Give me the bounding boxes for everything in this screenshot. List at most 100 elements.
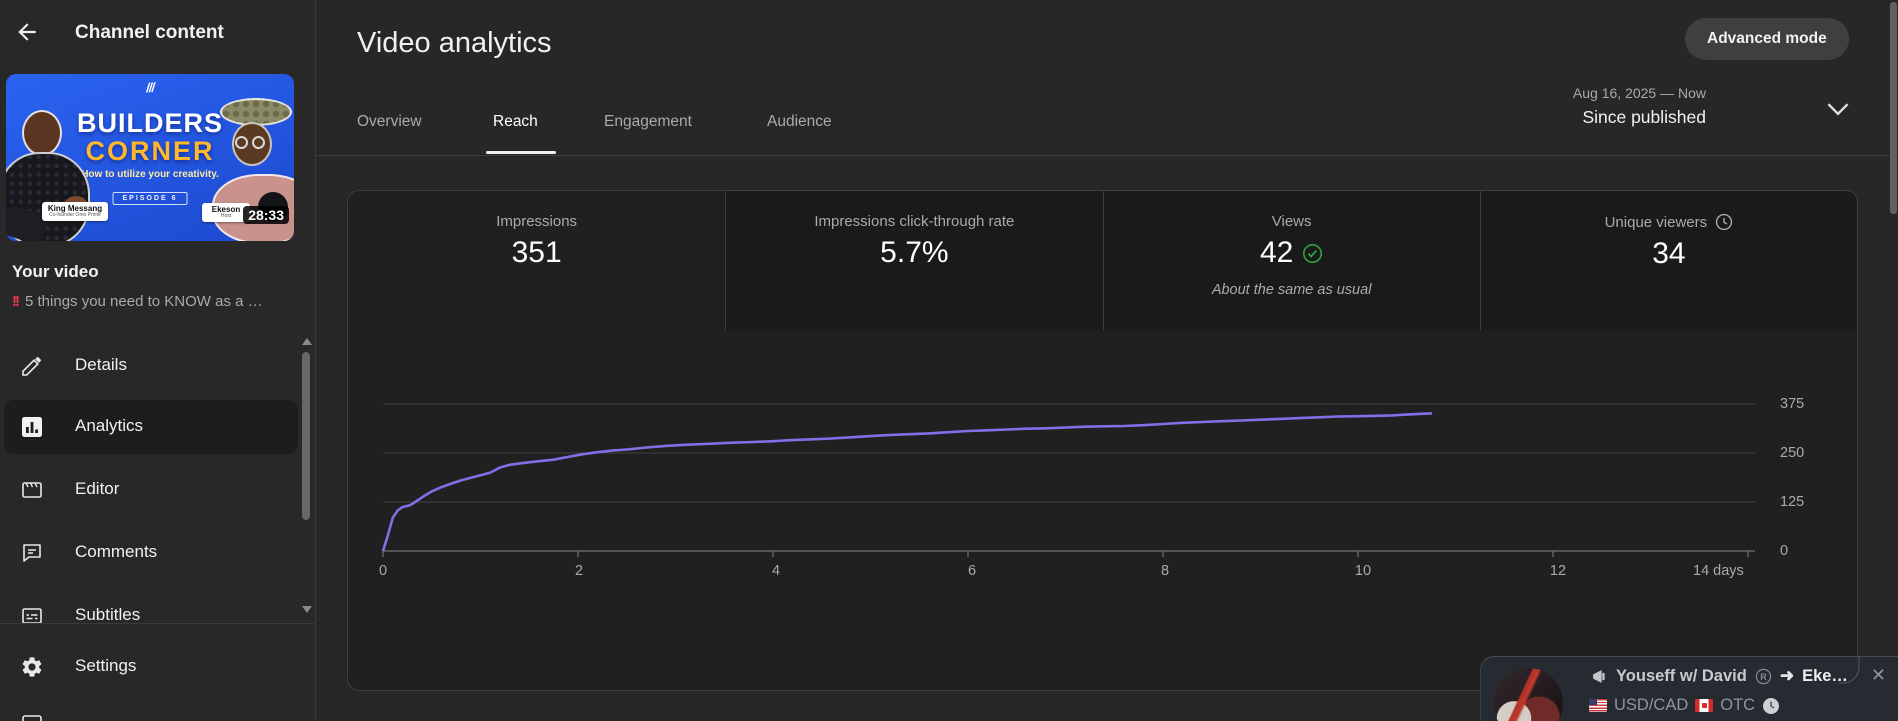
x-tick-label: 2 bbox=[574, 563, 584, 579]
overlay-avatar bbox=[1493, 668, 1563, 721]
metric-value: 34 bbox=[1652, 237, 1686, 270]
y-tick-label: 250 bbox=[1780, 445, 1805, 461]
metric-tile-unique-viewers[interactable]: Unique viewers 34 bbox=[1479, 191, 1857, 331]
back-button[interactable] bbox=[14, 19, 44, 49]
metric-strip: Impressions 351 Impressions click-throug… bbox=[348, 191, 1857, 331]
scrollbar-up-arrow-icon[interactable] bbox=[302, 338, 312, 345]
pencil-icon bbox=[22, 356, 42, 376]
x-tick-label: 0 bbox=[378, 563, 388, 579]
sidebar-pinned-section bbox=[0, 624, 314, 721]
date-preset-selector[interactable]: Since published bbox=[1582, 107, 1706, 127]
x-tick-label: 14 days bbox=[1693, 563, 1744, 579]
gear-icon bbox=[22, 657, 42, 677]
window-scrollbar-thumb[interactable] bbox=[1890, 2, 1897, 214]
thumbnail-episode-badge: EPISODE 6 bbox=[112, 192, 188, 205]
metric-value: 42 bbox=[1104, 236, 1480, 270]
analytics-card: Impressions 351 Impressions click-throug… bbox=[347, 190, 1858, 691]
x-tick-label: 12 bbox=[1549, 563, 1567, 579]
advanced-mode-button[interactable]: Advanced mode bbox=[1685, 18, 1849, 60]
double-exclamation-icon: !! bbox=[12, 293, 20, 310]
sidebar-item-settings[interactable]: Settings bbox=[0, 641, 300, 693]
metric-tile-ctr[interactable]: Impressions click-through rate 5.7% bbox=[725, 191, 1103, 331]
selected-nav-highlight bbox=[4, 400, 298, 454]
overlay-title: Youseff w/ David bbox=[1616, 666, 1747, 685]
sidebar-item-label: Editor bbox=[75, 479, 120, 498]
active-tab-underline bbox=[486, 151, 556, 154]
left-person-role: Co-founder Orex Prime bbox=[49, 212, 101, 219]
sidebar-main-divider bbox=[315, 0, 316, 721]
page-title: Video analytics bbox=[357, 27, 552, 59]
thumbnail-title-1: BUILDERS bbox=[76, 108, 223, 138]
video-title: !! 5 things you need to KNOW as a … bbox=[12, 293, 294, 310]
sidebar: Channel content /// BUILDERS CORNER How … bbox=[0, 0, 315, 721]
arrow-right-icon: ➜ bbox=[1779, 666, 1795, 685]
tab-overview[interactable]: Overview bbox=[357, 113, 422, 130]
thumbnail-title-2: CORNER bbox=[85, 136, 215, 166]
overlay-title-row: Youseff w/ David R ➜ Eke… bbox=[1591, 666, 1848, 686]
y-tick-label: 125 bbox=[1780, 494, 1805, 510]
currency-pair: USD/CAD bbox=[1614, 696, 1689, 714]
video-thumbnail[interactable]: /// BUILDERS CORNER How to utilize your … bbox=[6, 74, 294, 241]
date-range-text: Aug 16, 2025 — Now bbox=[1572, 85, 1706, 101]
sidebar-item-analytics[interactable]: Analytics bbox=[0, 401, 300, 453]
tab-audience[interactable]: Audience bbox=[767, 113, 832, 130]
y-tick-label: 0 bbox=[1780, 543, 1789, 559]
sidebar-item-label: Analytics bbox=[75, 416, 144, 435]
sidebar-item-editor[interactable]: Editor bbox=[0, 464, 300, 516]
back-arrow-icon bbox=[18, 23, 36, 41]
check-circle-icon bbox=[1303, 243, 1323, 263]
left-person-tag: King Messang Co-founder Orex Prime bbox=[42, 202, 108, 221]
x-tick-label: 6 bbox=[967, 563, 977, 579]
unique-viewers-label: Unique viewers bbox=[1604, 213, 1708, 231]
y-tick-label: 375 bbox=[1780, 396, 1805, 412]
market-label: OTC bbox=[1720, 696, 1756, 714]
left-person-name: King Messang bbox=[47, 204, 103, 213]
sidebar-item-comments[interactable]: Comments bbox=[0, 527, 300, 579]
sidebar-scrollbar-thumb[interactable] bbox=[302, 352, 310, 520]
feedback-icon-partial[interactable] bbox=[20, 713, 44, 721]
megaphone-icon bbox=[1593, 669, 1605, 683]
metric-label: Impressions bbox=[496, 213, 578, 230]
clock-emoji-icon bbox=[1763, 697, 1780, 714]
metric-tile-impressions[interactable]: Impressions 351 bbox=[348, 191, 725, 331]
chevron-down-icon[interactable] bbox=[1826, 101, 1850, 117]
tab-engagement[interactable]: Engagement bbox=[604, 113, 692, 130]
left-person-head bbox=[22, 110, 62, 156]
analytics-icon bbox=[22, 417, 42, 437]
metric-label: Impressions click-through rate bbox=[814, 213, 1015, 230]
comments-icon bbox=[23, 544, 41, 562]
sidebar-item-details[interactable]: Details bbox=[0, 340, 300, 392]
x-tick-label: 8 bbox=[1160, 563, 1170, 579]
thumbnail-subtitle: How to utilize your creativity. bbox=[81, 169, 219, 180]
svg-text:R: R bbox=[1760, 671, 1767, 681]
overlay-asset-row: USD/CAD OTC bbox=[1589, 696, 1780, 715]
metric-label: Unique viewers bbox=[1481, 213, 1857, 231]
sidebar-section-divider bbox=[0, 623, 314, 624]
your-video-label: Your video bbox=[12, 262, 99, 281]
duration-badge: 28:33 bbox=[243, 206, 289, 224]
close-icon[interactable]: ✕ bbox=[1870, 665, 1886, 685]
tab-reach[interactable]: Reach bbox=[493, 113, 538, 130]
right-person-glasses-right bbox=[252, 136, 265, 149]
x-tick-label: 4 bbox=[771, 563, 781, 579]
metric-value: 5.7% bbox=[880, 236, 949, 269]
x-tick-label: 10 bbox=[1354, 563, 1372, 579]
channel-content-title: Channel content bbox=[75, 22, 224, 43]
us-flag-icon bbox=[1589, 699, 1607, 712]
editor-icon bbox=[22, 482, 42, 498]
canada-flag-icon bbox=[1695, 699, 1714, 712]
registered-icon: R bbox=[1755, 668, 1772, 684]
right-person-tag: Ekeson Host bbox=[202, 203, 250, 222]
views-value: 42 bbox=[1259, 236, 1294, 269]
metric-note: About the same as usual bbox=[1211, 282, 1372, 298]
metric-tile-views[interactable]: Views 42 About the same as usual bbox=[1102, 191, 1480, 331]
notification-overlay[interactable]: Youseff w/ David R ➜ Eke… ✕ USD/CAD OTC bbox=[1480, 656, 1898, 721]
sidebar-item-label: Comments bbox=[75, 542, 158, 561]
metric-value: 351 bbox=[511, 236, 562, 269]
scrollbar-down-arrow-icon[interactable] bbox=[302, 606, 312, 613]
clock-icon bbox=[1716, 213, 1733, 231]
right-person-glasses-left bbox=[235, 136, 248, 149]
header-divider bbox=[316, 155, 1898, 156]
sidebar-item-label: Settings bbox=[75, 656, 137, 675]
